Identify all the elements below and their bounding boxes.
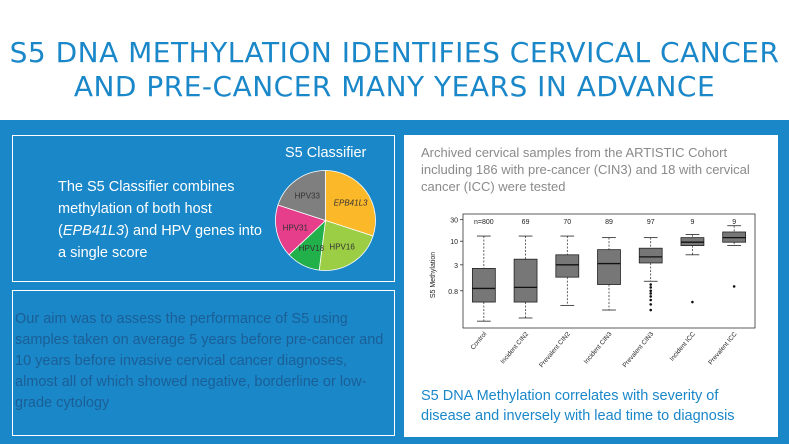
classifier-text-before: The S5 Classifier combines methylation o… [58,179,235,239]
outlier-point [649,298,653,302]
results-intro: Archived cervical samples from the ARTIS… [421,145,750,194]
pie-title: S5 Classifier [285,145,367,161]
n-label: 9 [732,219,736,226]
category-label: Control [470,330,489,351]
methylation-boxplot: 0.8 3 10 30 S5 Methylation n=800 Control 69 Inci… [430,213,756,369]
n-label: 70 [563,219,571,226]
classifier-pie-chart: EPB41L3 HPV16 HPV18 HPV31 HPV33 [275,170,376,271]
y-tick-label: 3 [454,263,458,270]
aim-panel: Our aim was to assess the performance of… [12,290,395,436]
outlier-point [649,303,653,306]
n-label: 97 [647,219,655,226]
outlier-point [649,289,653,293]
results-conclusion: S5 DNA Methylation correlates with sever… [421,388,735,424]
title-line-2: AND PRE-CANCER MANY YEARS IN ADVANCE [73,70,716,103]
pie-label-epb41l3: EPB41L3 [334,198,368,207]
classifier-gene-name: EPB41L3 [62,223,125,239]
y-tick-label: 30 [450,218,458,225]
outlier-point [649,308,653,312]
box-4 [638,247,663,264]
header: S5 DNA METHYLATION IDENTIFIES CERVICAL C… [0,0,789,120]
category-label: Prevalent ICC [707,331,739,367]
category-label: Incident CIN3 [583,330,614,365]
results-panel: Archived cervical samples from the ARTIS… [404,135,778,437]
category-label: Incident CIN2 [499,330,530,365]
pie-slice-epb41l3 [325,170,376,237]
category-label: Prevalent CIN2 [538,330,572,369]
n-label: n=800 [474,219,494,226]
outlier-point [691,300,694,304]
aim-text: Our aim was to assess the performance of… [15,311,384,411]
outlier-point [732,285,736,288]
outlier-point [649,292,653,295]
box-2 [555,254,580,278]
y-tick-label: 10 [450,239,458,246]
pie-label-hpv18: HPV18 [299,244,325,253]
classifier-description: The S5 Classifier combines methylation o… [58,176,268,264]
page-title: S5 DNA METHYLATION IDENTIFIES CERVICAL C… [0,36,789,104]
category-label: Prevalent CIN3 [622,330,656,369]
pie-label-hpv33: HPV33 [295,191,321,200]
box-1 [513,258,538,303]
pie-label-hpv31: HPV31 [283,223,309,232]
n-label: 69 [522,219,530,226]
pie-slice-hpv16 [318,219,374,271]
plot-frame [462,213,756,329]
outlier-point [649,283,653,286]
n-label: 9 [690,219,694,226]
y-tick-label: 0.8 [448,289,458,296]
classifier-text-after: ) and HPV genes into a single score [58,223,262,261]
box-0 [471,268,496,303]
outlier-point [649,286,653,289]
box-3 [597,249,621,285]
pie-slice-hpv33 [277,170,326,222]
outlier-point [649,295,653,298]
pie-label-hpv16: HPV16 [329,243,355,252]
pie-slice-hpv31 [275,204,327,256]
n-label: 89 [605,219,613,226]
y-axis-label: S5 Methylation [430,252,437,298]
category-label: Incident ICC [669,331,698,363]
classifier-panel: S5 Classifier The S5 Classifier combines… [12,135,395,282]
title-line-1: S5 DNA METHYLATION IDENTIFIES CERVICAL C… [9,36,780,69]
